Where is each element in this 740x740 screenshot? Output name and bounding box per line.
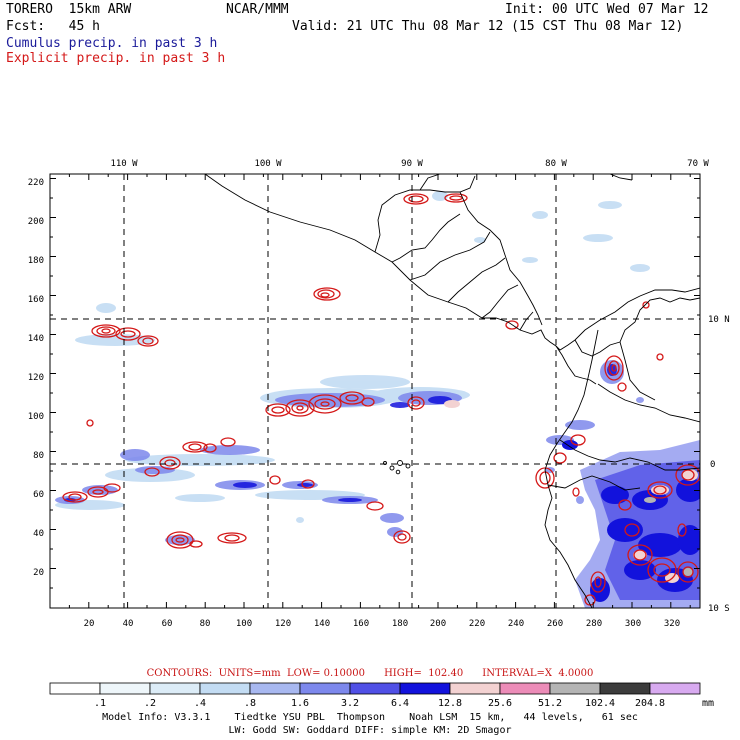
explicit-precip-contours: [62, 193, 700, 606]
colorbar-label: 102.4: [585, 698, 615, 709]
y-tick-label: 80: [33, 451, 44, 461]
y-tick-label: 60: [33, 490, 44, 500]
colorbar-box: [349, 682, 401, 695]
colorbar-box: [549, 682, 601, 695]
cumulus-field-title: Cumulus precip. in past 3 h: [6, 36, 218, 51]
colorbar-label: 51.2: [538, 698, 562, 709]
lon-label: 80 W: [545, 159, 567, 169]
y-tick-label: 100: [28, 412, 44, 422]
colorbar-box: [399, 682, 451, 695]
x-tick-label: 60: [162, 619, 173, 629]
x-tick-label: 140: [314, 619, 330, 629]
x-tick-label: 20: [84, 619, 95, 629]
colorbar-box: [599, 682, 651, 695]
colorbar-box: [449, 682, 501, 695]
y-tick-label: 160: [28, 295, 44, 305]
colorbar-label: 12.8: [438, 698, 462, 709]
y-axis-labels: 20 40 60 80 100 120 140 160 180 200 220: [28, 178, 44, 578]
x-tick-label: 220: [469, 619, 485, 629]
y-tick-label: 180: [28, 256, 44, 266]
x-tick-label: 40: [123, 619, 134, 629]
colorbar-box: [499, 682, 551, 695]
colorbar-label: 3.2: [341, 698, 359, 709]
colorbar-box: [99, 682, 151, 695]
explicit-field-title: Explicit precip. in past 3 h: [6, 51, 226, 66]
colorbar-label: .8: [244, 698, 256, 709]
colorbar-label: 1.6: [291, 698, 309, 709]
colorbar-label: 204.8: [635, 698, 665, 709]
colorbar-box: [149, 682, 201, 695]
x-axis-labels: 20 40 60 80 100 120 140 160 180 200 220 …: [84, 619, 681, 629]
colorbar: .1 .2 .4 .8 1.6 3.2 6.4 12.8 25.6 51.2 1…: [49, 682, 714, 709]
lon-label: 100 W: [254, 159, 282, 169]
x-tick-label: 300: [625, 619, 641, 629]
colorbar-box: [299, 682, 351, 695]
init-time: Init: 00 UTC Wed 07 Mar 12: [505, 2, 709, 17]
contour-info: CONTOURS: UNITS=mm LOW= 0.10000 HIGH= 10…: [146, 668, 594, 679]
lon-label: 70 W: [687, 159, 709, 169]
x-tick-label: 320: [664, 619, 680, 629]
colorbar-box: [649, 682, 701, 695]
x-tick-label: 280: [586, 619, 602, 629]
colorbar-label: .1: [94, 698, 106, 709]
y-tick-label: 40: [33, 529, 44, 539]
lat-label: 10 N: [708, 315, 730, 325]
x-tick-label: 100: [236, 619, 252, 629]
lon-label: 110 W: [110, 159, 138, 169]
forecast-hour: Fcst: 45 h: [6, 19, 100, 34]
model-info-line2: LW: Godd SW: Goddard DIFF: simple KM: 2D…: [228, 725, 512, 736]
latlon-grid: [50, 174, 700, 608]
model-title: TORERO 15km ARW: [6, 2, 132, 17]
colorbar-label: 6.4: [391, 698, 409, 709]
x-tick-label: 240: [508, 619, 524, 629]
coastlines: [204, 174, 700, 608]
model-info-line1: Model Info: V3.3.1 Tiedtke YSU PBL Thomp…: [102, 712, 638, 723]
lon-label: 90 W: [401, 159, 423, 169]
colorbar-label: .4: [194, 698, 206, 709]
y-tick-label: 20: [33, 568, 44, 578]
cumulus-precip-shading: [55, 191, 700, 608]
y-tick-label: 200: [28, 217, 44, 227]
y-tick-label: 140: [28, 334, 44, 344]
colorbar-box: [199, 682, 251, 695]
colorbar-units: mm: [702, 698, 714, 709]
organization-label: NCAR/MMM: [226, 2, 289, 17]
x-tick-label: 180: [392, 619, 408, 629]
colorbar-box: [49, 682, 101, 695]
x-tick-label: 80: [200, 619, 211, 629]
lat-label: 10 S: [708, 604, 730, 614]
map-frame: [49, 173, 701, 609]
x-tick-label: 160: [353, 619, 369, 629]
valid-time: Valid: 21 UTC Thu 08 Mar 12 (15 CST Thu …: [292, 19, 684, 34]
map-fields: [50, 174, 700, 608]
x-tick-label: 260: [547, 619, 563, 629]
tick-marks: [49, 174, 700, 608]
colorbar-box: [249, 682, 301, 695]
y-tick-label: 220: [28, 178, 44, 188]
lat-label: 0: [710, 460, 715, 470]
x-tick-label: 200: [430, 619, 446, 629]
longitude-labels: 110 W 100 W 90 W 80 W 70 W: [110, 159, 709, 169]
colorbar-label: 25.6: [488, 698, 512, 709]
colorbar-label: .2: [144, 698, 156, 709]
y-tick-label: 120: [28, 373, 44, 383]
latitude-labels: 10 N 0 10 S: [708, 315, 730, 614]
x-tick-label: 120: [275, 619, 291, 629]
